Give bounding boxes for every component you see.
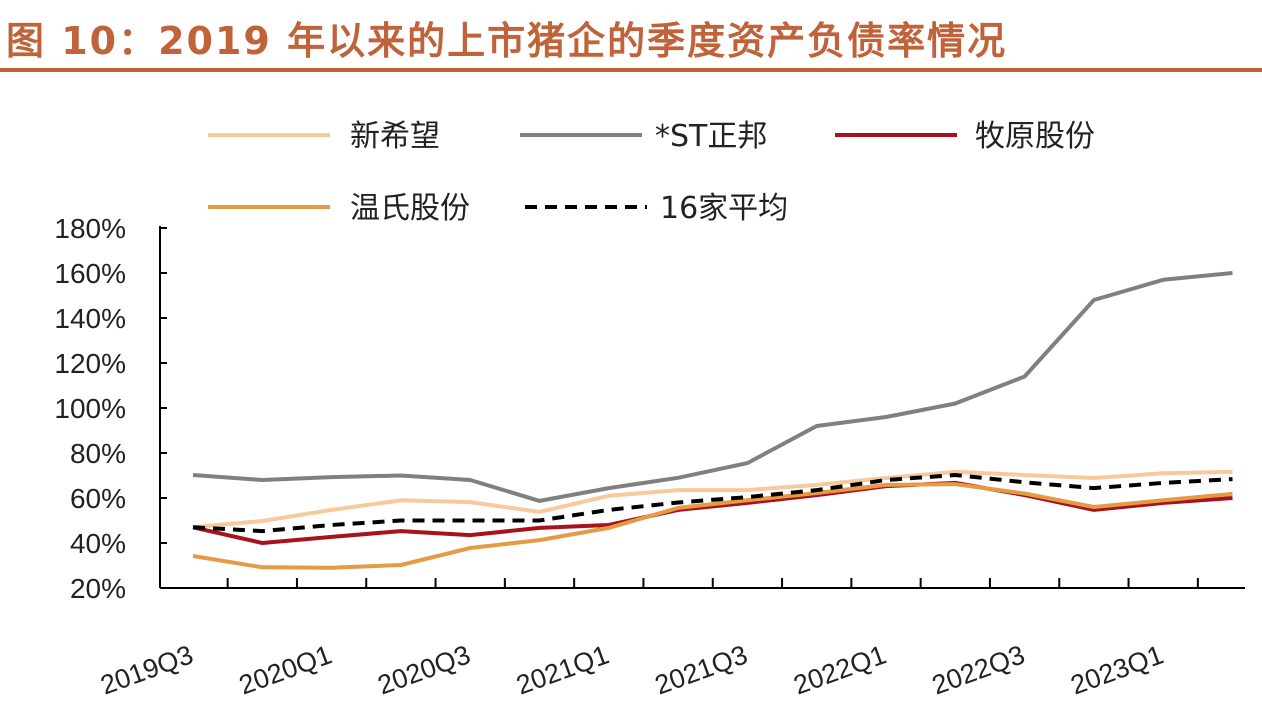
x-tick-label: 2019Q3 (96, 639, 197, 700)
series-line-4 (192, 473, 1233, 534)
x-tick-label: 2021Q1 (512, 639, 613, 700)
series-line-0 (192, 469, 1233, 530)
legend-label: 温氏股份 (350, 191, 470, 226)
chart-title: 图 10：2019 年以来的上市猪企的季度资产负债率情况 (6, 19, 1008, 63)
x-tick-label: 2022Q1 (789, 639, 890, 700)
y-tick-label: 120% (54, 348, 126, 379)
x-tick-label: 2020Q3 (374, 639, 475, 700)
series-lines (192, 271, 1233, 570)
y-tick-label: 180% (54, 213, 126, 244)
legend-label: 新希望 (350, 119, 440, 154)
series-line-3 (192, 482, 1233, 570)
axes: 20% 40% 60% 80% 100% 120% 140% 160% 180% 2019Q3 20… (54, 213, 1245, 701)
x-tick-label: 2020Q1 (235, 639, 336, 700)
series-line-1 (192, 271, 1233, 503)
legend-label: 牧原股份 (975, 119, 1095, 154)
y-tick-label: 160% (54, 258, 126, 289)
x-tick-label: 2021Q3 (651, 639, 752, 700)
y-tick-label: 80% (70, 438, 126, 469)
y-tick-label: 140% (54, 303, 126, 334)
series-line-2 (192, 480, 1233, 545)
x-tick-label: 2022Q3 (928, 639, 1029, 700)
y-tick-label: 100% (54, 393, 126, 424)
legend-label: *ST正邦 (655, 119, 767, 154)
y-tick-label: 20% (70, 573, 126, 604)
y-tick-label: 60% (70, 483, 126, 514)
y-tick-label: 40% (70, 528, 126, 559)
legend-label: 16家平均 (660, 191, 788, 226)
x-tick-label: 2023Q1 (1067, 639, 1168, 700)
title-divider (0, 68, 1262, 72)
